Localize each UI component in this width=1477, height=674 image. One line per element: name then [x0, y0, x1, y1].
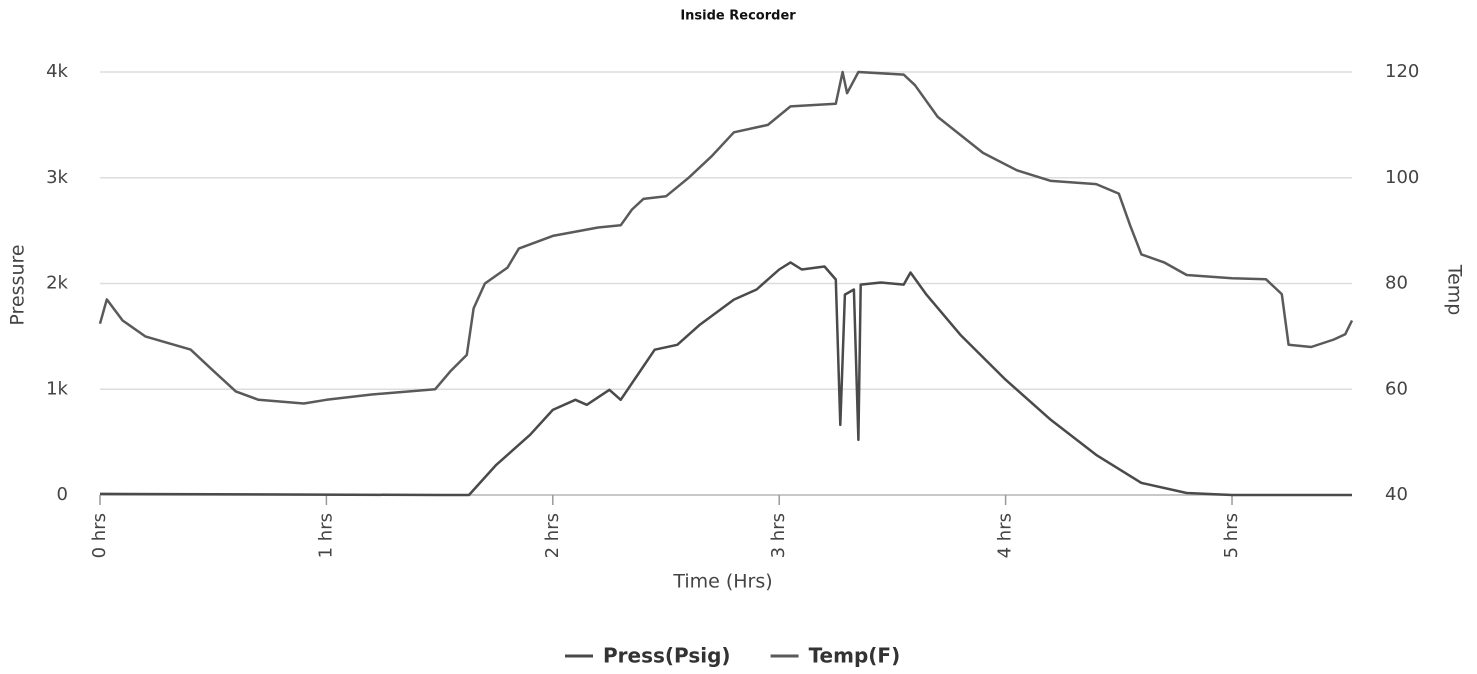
x-tick-label: 5 hrs: [1221, 513, 1242, 558]
y2-tick-label: 120: [1385, 61, 1419, 82]
x-axis-title: Time (Hrs): [672, 571, 772, 593]
y2-tick-label: 40: [1385, 484, 1408, 505]
y2-axis-title: Temp: [1444, 264, 1466, 316]
chart-title: Inside Recorder: [680, 9, 796, 24]
x-tick-label: 2 hrs: [542, 513, 563, 558]
y2-tick-label: 100: [1385, 167, 1419, 188]
series-line: [99, 261, 1352, 497]
y-tick-label: 4k: [46, 61, 68, 82]
y-tick-label: 0: [57, 484, 68, 505]
x-tick-label: 0 hrs: [89, 513, 110, 558]
series-line: [98, 70, 1354, 405]
y-axis-title: Pressure: [7, 244, 29, 325]
legend-label[interactable]: Press(Psig): [603, 644, 731, 668]
y2-tick-label: 80: [1385, 273, 1408, 294]
legend-label[interactable]: Temp(F): [809, 644, 901, 668]
x-tick-label: 3 hrs: [768, 513, 789, 558]
x-tick-label: 1 hrs: [315, 513, 336, 558]
y2-tick-label: 60: [1385, 378, 1408, 399]
y-tick-label: 2k: [46, 273, 68, 294]
y-tick-label: 1k: [46, 378, 68, 399]
y-tick-label: 3k: [46, 167, 68, 188]
x-tick-label: 4 hrs: [995, 513, 1016, 558]
